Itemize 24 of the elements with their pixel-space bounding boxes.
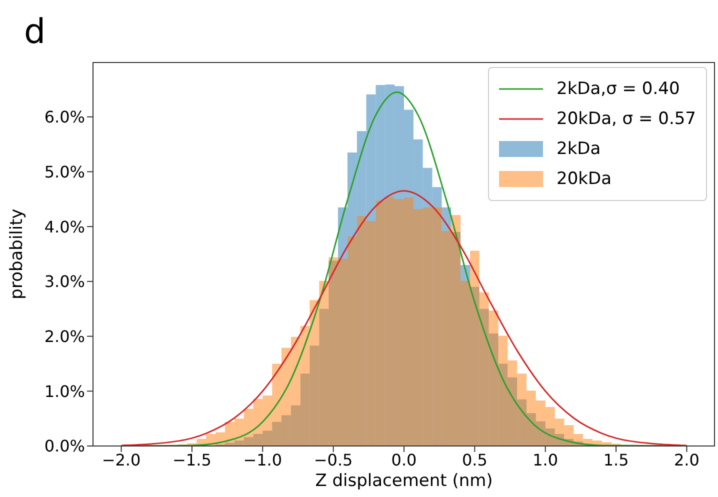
y-tick-label: 6.0% xyxy=(44,108,85,127)
y-tick-label: 1.0% xyxy=(44,382,85,401)
chart-title: d xyxy=(24,12,46,52)
legend-label: 20kDa, σ = 0.57 xyxy=(556,109,696,129)
legend-label: 2kDa xyxy=(556,139,601,159)
x-tick-label: 0.0 xyxy=(391,450,417,470)
line-series xyxy=(120,190,688,446)
x-tick-label: 0.5 xyxy=(462,450,488,470)
x-tick-label: −1.5 xyxy=(172,450,212,470)
legend-label: 2kDa,σ = 0.40 xyxy=(556,79,680,99)
x-tick-label: 1.0 xyxy=(532,450,558,470)
x-tick-label: −0.5 xyxy=(314,450,353,470)
y-tick-label: 4.0% xyxy=(44,217,85,236)
x-tick-label: −1.0 xyxy=(243,450,282,470)
x-tick-label: 2.0 xyxy=(674,450,700,470)
y-axis-title: probability xyxy=(7,208,28,300)
y-tick-label: 3.0% xyxy=(44,272,85,292)
y-tick-label: 0.0% xyxy=(44,436,85,456)
x-tick-label: 1.5 xyxy=(603,450,629,470)
y-tick-label: 5.0% xyxy=(44,162,85,182)
x-axis-title: Z displacement (nm) xyxy=(315,471,493,491)
legend-label: 20kDa xyxy=(556,169,612,189)
y-tick-label: 2.0% xyxy=(44,326,85,346)
x-tick-label: −2.0 xyxy=(102,450,141,470)
